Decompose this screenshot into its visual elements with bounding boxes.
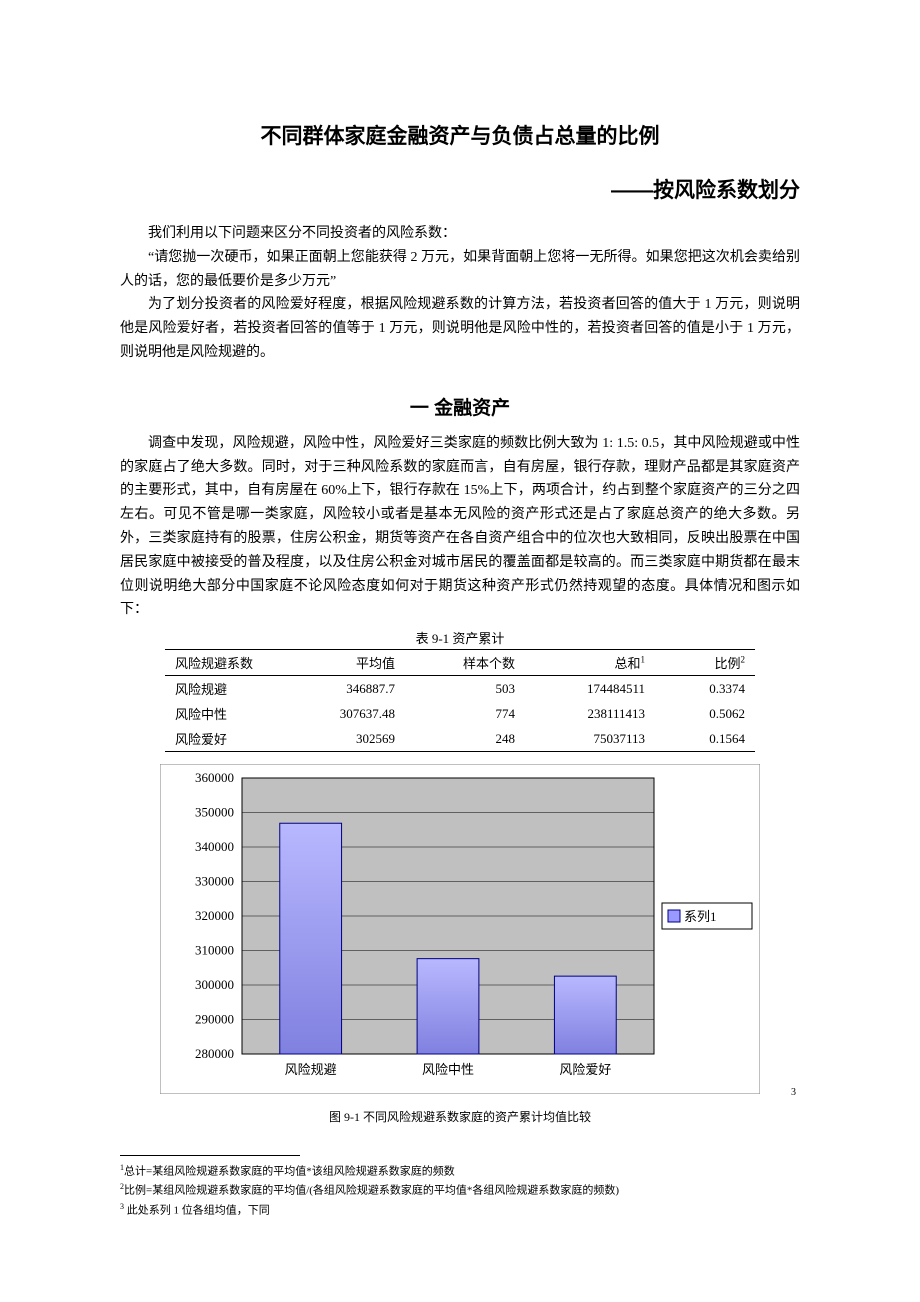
document-page: 不同群体家庭金融资产与负债占总量的比例 ——按风险系数划分 我们利用以下问题来区…	[0, 0, 920, 1302]
asset-table: 风险规避系数平均值样本个数总和1比例2 风险规避346887.750317448…	[165, 649, 755, 752]
footnote-1: 1总计=某组风险规避系数家庭的平均值*该组风险规避系数家庭的频数	[120, 1162, 800, 1181]
svg-text:340000: 340000	[195, 839, 234, 854]
table-cell: 174484511	[525, 676, 655, 702]
page-subtitle: ——按风险系数划分	[120, 174, 800, 204]
footnotes: 1总计=某组风险规避系数家庭的平均值*该组风险规避系数家庭的频数 2比例=某组风…	[120, 1156, 800, 1220]
table-cell: 248	[405, 726, 525, 752]
section-1-paragraph: 调查中发现，风险规避，风险中性，风险爱好三类家庭的频数比例大致为 1: 1.5:…	[120, 432, 800, 622]
svg-text:风险爱好: 风险爱好	[559, 1062, 611, 1077]
svg-text:350000: 350000	[195, 805, 234, 820]
table-header-row: 风险规避系数平均值样本个数总和1比例2	[165, 650, 755, 676]
svg-text:320000: 320000	[195, 908, 234, 923]
svg-text:风险规避: 风险规避	[285, 1062, 337, 1077]
table-col-3: 总和1	[525, 650, 655, 676]
table-cell: 346887.7	[295, 676, 405, 702]
table-row: 风险中性307637.487742381114130.5062	[165, 701, 755, 726]
table-caption: 表 9-1 资产累计	[120, 628, 800, 647]
table-cell: 307637.48	[295, 701, 405, 726]
table-cell: 302569	[295, 726, 405, 752]
svg-text:300000: 300000	[195, 977, 234, 992]
table-cell: 0.3374	[655, 676, 755, 702]
table-row: 风险爱好302569248750371130.1564	[165, 726, 755, 752]
svg-text:风险中性: 风险中性	[422, 1062, 474, 1077]
table-cell: 风险规避	[165, 676, 295, 702]
svg-text:310000: 310000	[195, 943, 234, 958]
svg-text:系列1: 系列1	[684, 909, 717, 924]
table-col-0: 风险规避系数	[165, 650, 295, 676]
section-1-heading: 一 金融资产	[120, 393, 800, 420]
table-body: 风险规避346887.75031744845110.3374风险中性307637…	[165, 676, 755, 752]
table-col-4: 比例2	[655, 650, 755, 676]
intro-paragraph-1: 我们利用以下问题来区分不同投资者的风险系数：	[120, 222, 800, 246]
table-cell: 503	[405, 676, 525, 702]
table-col-2: 样本个数	[405, 650, 525, 676]
table-cell: 75037113	[525, 726, 655, 752]
bar-chart: 280000 290000 300000 310000 320000 330000 3400…	[160, 764, 760, 1094]
svg-text:330000: 330000	[195, 874, 234, 889]
table-cell: 0.1564	[655, 726, 755, 752]
intro-paragraph-3: 为了划分投资者的风险爱好程度，根据风险规避系数的计算方法，若投资者回答的值大于 …	[120, 293, 800, 364]
figure-caption: 图 9-1 不同风险规避系数家庭的资产累计均值比较	[120, 1108, 800, 1125]
svg-text:280000: 280000	[195, 1046, 234, 1061]
table-cell: 风险爱好	[165, 726, 295, 752]
chart-container: 280000 290000 300000 310000 320000 330000 3400…	[160, 764, 760, 1099]
footnote-2: 2比例=某组风险规避系数家庭的平均值/(各组风险规避系数家庭的平均值*各组风险规…	[120, 1181, 800, 1200]
footnote-3: 3 此处系列 1 位各组均值，下同	[120, 1201, 800, 1220]
table-cell: 0.5062	[655, 701, 755, 726]
table-col-1: 平均值	[295, 650, 405, 676]
table-cell: 238111413	[525, 701, 655, 726]
table-row: 风险规避346887.75031744845110.3374	[165, 676, 755, 702]
table-cell: 风险中性	[165, 701, 295, 726]
intro-paragraph-2: “请您抛一次硬币，如果正面朝上您能获得 2 万元，如果背面朝上您将一无所得。如果…	[120, 246, 800, 294]
page-title: 不同群体家庭金融资产与负债占总量的比例	[120, 120, 800, 150]
svg-text:290000: 290000	[195, 1012, 234, 1027]
svg-text:360000: 360000	[195, 770, 234, 785]
table-cell: 774	[405, 701, 525, 726]
